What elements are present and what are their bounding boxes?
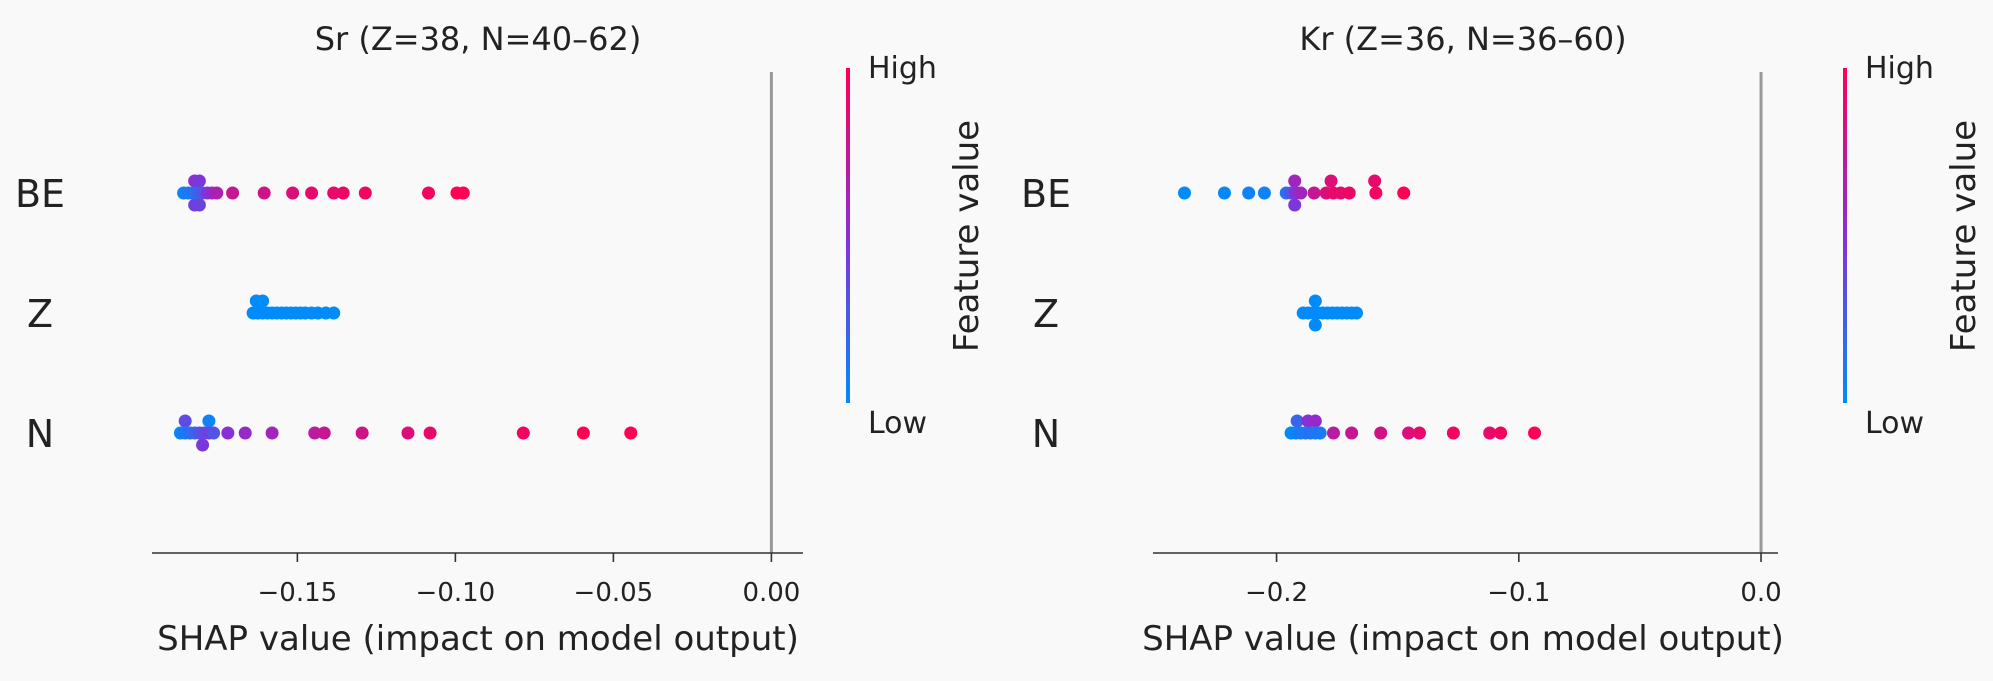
shap-point-n [221,426,235,440]
x-axis-label: SHAP value (impact on model output) [1142,619,1784,659]
chart-title: Kr (Z=36, N=36–60) [1299,20,1626,58]
shap-point-z [1308,318,1322,332]
shap-point-be [1397,186,1411,200]
shap-point-n [207,426,221,440]
shap-point-n [624,426,638,440]
shap-point-be [1217,186,1231,200]
shap-point-be [1307,186,1321,200]
x-tick-label: 0.0 [1740,578,1781,608]
shap-point-n [178,414,192,428]
feature-label-n: N [26,412,54,456]
shap-point-n [1446,426,1460,440]
shap-point-n [401,426,415,440]
shap-point-n [308,426,322,440]
shap-point-n [202,414,216,428]
shap-point-be [1242,186,1256,200]
shap-point-z [327,306,341,320]
shap-point-be [422,186,436,200]
shap-point-n [317,426,331,440]
shap-point-be [1369,186,1383,200]
colorbar-high-label: High [868,51,937,86]
shap-point-be [210,186,224,200]
shap-point-be [192,174,206,188]
feature-label-z: Z [27,292,53,336]
feature-label-be: BE [15,172,65,216]
colorbar [1843,68,1847,403]
shap-point-be [1257,186,1271,200]
panel-sr: Sr (Z=38, N=40–62) −0.15 −0.10 −0.05 0.00 SHA… [15,20,987,659]
shap-point-n [1402,426,1416,440]
shap-point-be [358,186,372,200]
shap-point-n [238,426,252,440]
shap-point-n [1412,426,1426,440]
shap-point-n [196,438,210,452]
shap-point-n [423,426,437,440]
shap-point-be [305,186,319,200]
shap-point-n [1528,426,1542,440]
x-tick-label: 0.00 [742,578,800,608]
colorbar-low-label: Low [1865,406,1924,441]
feature-label-be: BE [1021,172,1071,216]
colorbar-axis-label: Feature value [1944,120,1984,352]
colorbar-low-label: Low [868,406,927,441]
shap-point-be [257,186,271,200]
shap-point-be [192,198,206,212]
shap-point-be [336,186,350,200]
shap-point-be [1288,174,1302,188]
shap-point-n [1326,426,1340,440]
shap-point-be [1294,186,1308,200]
shap-point-be [1368,174,1382,188]
x-tick-label: −0.2 [1245,578,1308,608]
feature-label-z: Z [1033,292,1059,336]
x-tick-label: −0.05 [574,578,654,608]
shap-point-z [1349,306,1363,320]
shap-point-n [1374,426,1388,440]
chart-title: Sr (Z=38, N=40–62) [315,20,642,58]
shap-point-be [1177,186,1191,200]
shap-point-n [1345,426,1359,440]
shap-point-n [1313,426,1327,440]
shap-point-n [1290,414,1304,428]
shap-point-be [1342,186,1356,200]
shap-point-be [1324,174,1338,188]
shap-point-n [1494,426,1508,440]
shap-point-n [1308,414,1322,428]
colorbar [846,68,850,403]
shap-point-be [1288,198,1302,212]
shap-point-be [286,186,300,200]
colorbar-high-label: High [1865,51,1934,86]
panel-kr: Kr (Z=36, N=36–60) −0.2 −0.1 0.0 SHAP value … [1021,20,1984,659]
shap-point-z [256,294,270,308]
shap-point-n [265,426,279,440]
x-tick-label: −0.1 [1487,578,1550,608]
shap-point-n [1483,426,1497,440]
shap-point-z [1308,294,1322,308]
shap-point-n [576,426,590,440]
feature-label-n: N [1032,412,1060,456]
shap-point-n [516,426,530,440]
x-tick-label: −0.15 [258,578,338,608]
shap-point-be [327,186,341,200]
shap-point-n [355,426,369,440]
shap-point-be [456,186,470,200]
x-tick-label: −0.10 [416,578,496,608]
x-axis-label: SHAP value (impact on model output) [157,619,799,659]
colorbar-axis-label: Feature value [947,120,987,352]
shap-point-be [226,186,240,200]
